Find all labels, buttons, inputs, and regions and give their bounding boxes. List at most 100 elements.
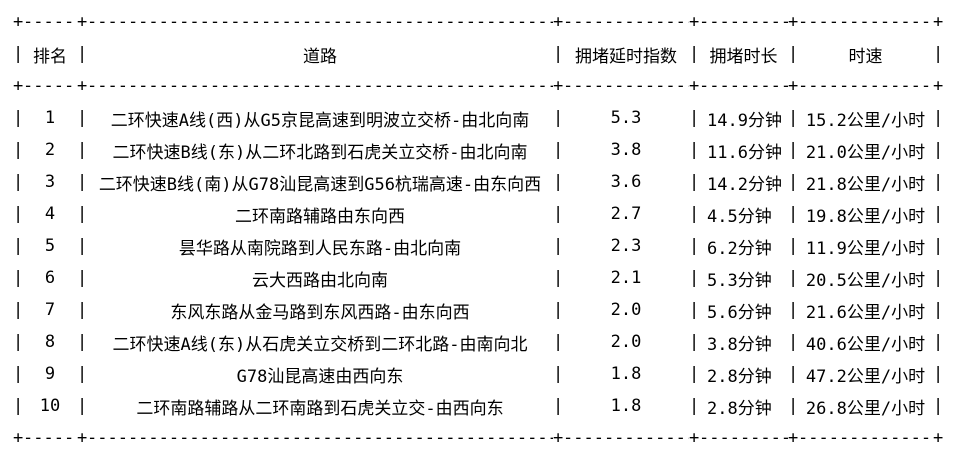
column-divider: |: [933, 332, 943, 352]
congestion-rank-table: + --------------------------------------…: [13, 6, 959, 448]
border-dash: ----------------------------------------…: [563, 76, 689, 96]
rank-cell: 3: [44, 172, 56, 192]
duration-cell: 5.6分钟: [707, 302, 772, 323]
corner-cross: +: [77, 76, 87, 96]
corner-cross: +: [933, 428, 943, 448]
corner-cross: +: [553, 76, 563, 96]
speed-cell: 19.8公里/小时: [805, 206, 926, 227]
column-divider: |: [933, 108, 943, 128]
column-divider: |: [689, 140, 699, 160]
duration-cell: 4.5分钟: [707, 206, 772, 227]
road-cell: 昙华路从南院路到人民东路-由北向南: [178, 238, 462, 259]
column-divider: |: [933, 236, 943, 256]
border-dash: ----------------------------------------…: [699, 76, 788, 96]
rank-cell: 2: [44, 140, 56, 160]
column-divider: |: [788, 172, 798, 192]
column-divider: |: [13, 268, 23, 288]
delay-index-cell: 2.0: [610, 332, 642, 352]
column-divider: |: [13, 364, 23, 384]
delay-index-header: 拥堵延时指数: [575, 46, 677, 67]
column-divider: |: [553, 364, 563, 384]
column-divider: |: [689, 396, 699, 416]
column-divider: |: [553, 268, 563, 288]
column-divider: |: [933, 364, 943, 384]
column-divider: |: [553, 140, 563, 160]
column-divider: |: [13, 108, 23, 128]
table-top-border: + --------------------------------------…: [13, 6, 959, 38]
column-divider: |: [788, 396, 798, 416]
rank-header: 排名: [33, 46, 67, 67]
duration-cell: 6.2分钟: [707, 238, 772, 259]
duration-cell: 14.2分钟: [707, 174, 782, 195]
column-divider: |: [13, 204, 23, 224]
corner-cross: +: [933, 76, 943, 96]
duration-cell: 5.3分钟: [707, 270, 772, 291]
column-divider: |: [788, 140, 798, 160]
border-dash: ----------------------------------------…: [23, 76, 77, 96]
corner-cross: +: [933, 12, 943, 32]
border-dash: ----------------------------------------…: [798, 12, 933, 32]
speed-cell: 47.2公里/小时: [805, 366, 926, 387]
column-divider: |: [77, 204, 87, 224]
duration-cell: 3.8分钟: [707, 334, 772, 355]
rank-cell: 4: [44, 204, 56, 224]
column-divider: |: [689, 364, 699, 384]
table-row: | 1 | 二环快速A线(西)从G5京昆高速到明波立交桥-由北向南 | 5.3 …: [13, 102, 959, 134]
corner-cross: +: [788, 428, 798, 448]
column-divider: |: [788, 332, 798, 352]
column-divider: |: [553, 236, 563, 256]
column-divider: |: [689, 172, 699, 192]
rank-cell: 5: [44, 236, 56, 256]
corner-cross: +: [689, 76, 699, 96]
column-divider: |: [553, 108, 563, 128]
delay-index-cell: 2.1: [610, 268, 642, 288]
road-cell: 东风东路从金马路到东风西路-由东向西: [170, 302, 470, 323]
column-divider: |: [77, 108, 87, 128]
border-dash: ----------------------------------------…: [563, 428, 689, 448]
road-cell: 二环快速B线(东)从二环北路到石虎关立交桥-由北向南: [112, 142, 528, 163]
column-divider: |: [933, 300, 943, 320]
speed-cell: 26.8公里/小时: [805, 398, 926, 419]
column-divider: |: [933, 44, 943, 64]
rank-cell: 7: [44, 300, 56, 320]
road-cell: 二环快速A线(西)从G5京昆高速到明波立交桥-由北向南: [110, 110, 530, 131]
speed-cell: 11.9公里/小时: [805, 238, 926, 259]
border-dash: ----------------------------------------…: [699, 428, 788, 448]
table-row: | 2 | 二环快速B线(东)从二环北路到石虎关立交桥-由北向南 | 3.8 |…: [13, 134, 959, 166]
column-divider: |: [788, 268, 798, 288]
border-dash: ----------------------------------------…: [798, 428, 933, 448]
rank-cell: 8: [44, 332, 56, 352]
column-divider: |: [689, 44, 699, 64]
column-divider: |: [553, 332, 563, 352]
road-cell: 云大西路由北向南: [252, 270, 388, 291]
speed-header: 时速: [848, 46, 883, 67]
duration-cell: 2.8分钟: [707, 398, 772, 419]
corner-cross: +: [13, 428, 23, 448]
column-divider: |: [13, 172, 23, 192]
column-divider: |: [77, 140, 87, 160]
column-divider: |: [788, 364, 798, 384]
delay-index-cell: 2.3: [610, 236, 642, 256]
column-divider: |: [689, 300, 699, 320]
table-row: | 4 | 二环南路辅路由东向西 | 2.7 | 4.5分钟 | 19.8公里/…: [13, 198, 959, 230]
rank-cell: 1: [44, 108, 56, 128]
road-cell: 二环南路辅路从二环南路到石虎关立交-由西向东: [136, 398, 504, 419]
road-cell: 二环南路辅路由东向西: [235, 206, 405, 227]
corner-cross: +: [77, 428, 87, 448]
column-divider: |: [13, 396, 23, 416]
border-dash: ----------------------------------------…: [23, 12, 77, 32]
corner-cross: +: [788, 12, 798, 32]
corner-cross: +: [689, 428, 699, 448]
column-divider: |: [689, 332, 699, 352]
column-divider: |: [553, 44, 563, 64]
table-row: | 3 | 二环快速B线(南)从G78汕昆高速到G56杭瑞高速-由东向西 | 3…: [13, 166, 959, 198]
column-divider: |: [77, 268, 87, 288]
border-dash: ----------------------------------------…: [87, 76, 553, 96]
duration-cell: 11.6分钟: [707, 142, 782, 163]
column-divider: |: [553, 300, 563, 320]
table-row: | 9 | G78汕昆高速由西向东 | 1.8 | 2.8分钟 | 47.2公里…: [13, 358, 959, 390]
border-dash: ----------------------------------------…: [699, 12, 788, 32]
column-divider: |: [933, 140, 943, 160]
header-separator: + --------------------------------------…: [13, 70, 959, 102]
border-dash: ----------------------------------------…: [87, 428, 553, 448]
